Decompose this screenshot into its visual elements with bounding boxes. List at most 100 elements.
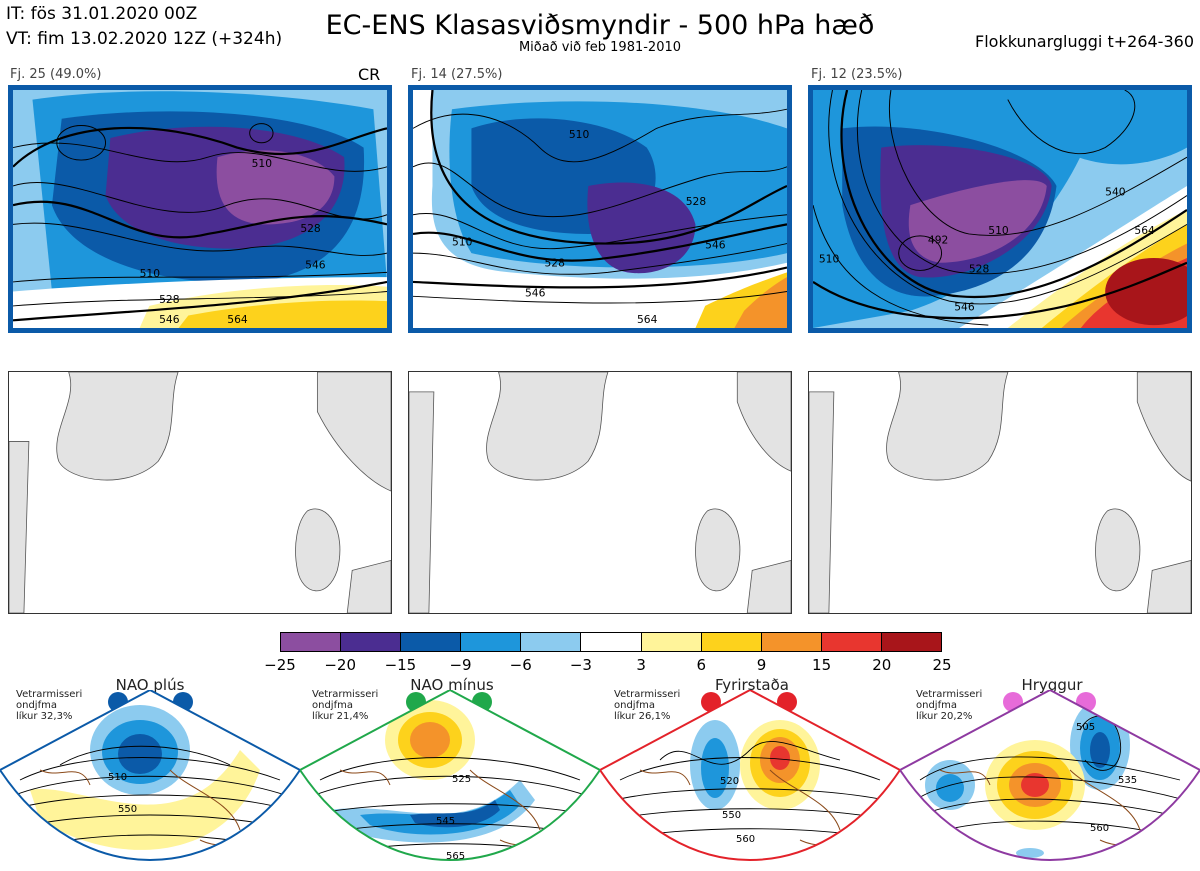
regime-2-map: 525 545 565 bbox=[300, 690, 600, 862]
contour-label: 560 bbox=[1090, 823, 1109, 834]
contour-label: 546 bbox=[705, 238, 726, 251]
contour-label: 528 bbox=[544, 257, 565, 270]
anomaly-region bbox=[587, 182, 696, 274]
anomaly-region bbox=[770, 746, 790, 770]
height-contour bbox=[13, 200, 387, 239]
colorbar-swatch bbox=[461, 633, 522, 651]
europe-land bbox=[746, 560, 791, 613]
lower-map-3 bbox=[808, 371, 1192, 614]
anomaly-region bbox=[1105, 257, 1187, 326]
height-contour bbox=[614, 788, 886, 801]
anomaly-region bbox=[1090, 732, 1110, 768]
page-title: EC-ENS Klasasviðsmyndir - 500 hPa hæð bbox=[325, 10, 875, 41]
colorbar-tick: −25 bbox=[264, 656, 296, 674]
regime-note-line: Vetrarmisseri bbox=[16, 689, 83, 700]
greenland-land bbox=[56, 372, 179, 481]
contour-label: 564 bbox=[637, 313, 658, 326]
contour-label: 510 bbox=[108, 772, 127, 783]
contour-label: 528 bbox=[969, 262, 990, 275]
height-contour bbox=[9, 794, 291, 811]
contour-label: 545 bbox=[436, 816, 455, 827]
land-outline bbox=[9, 372, 391, 613]
anomaly-region bbox=[178, 300, 387, 328]
colorbar-tick: −9 bbox=[449, 656, 472, 674]
regime-note-line: líkur 26,1% bbox=[614, 711, 671, 722]
colorbar-swatch bbox=[521, 633, 582, 651]
height-contour bbox=[13, 280, 387, 322]
regime-note-line: Vetrarmisseri bbox=[614, 689, 681, 700]
regime-3-map: 520 550 560 bbox=[600, 690, 900, 861]
height-contour bbox=[828, 90, 1187, 305]
regime-title: NAO plús bbox=[115, 676, 185, 694]
height-contour bbox=[14, 775, 286, 796]
colorbar-tick: 9 bbox=[756, 656, 767, 674]
regime-note-line: ondjfma bbox=[312, 700, 353, 711]
height-contour bbox=[1079, 715, 1122, 771]
colorbar-swatch bbox=[581, 633, 642, 651]
colorbar-tick: 25 bbox=[932, 656, 952, 674]
height-contour bbox=[889, 90, 1187, 236]
height-contour bbox=[19, 757, 281, 781]
colorbar-tick: 6 bbox=[696, 656, 707, 674]
anomaly-region bbox=[734, 277, 787, 328]
contour-label: 492 bbox=[928, 234, 948, 247]
height-contour bbox=[413, 266, 787, 289]
height-contour bbox=[430, 90, 787, 245]
contour-label: 546 bbox=[954, 301, 975, 314]
contour-label: 510 bbox=[819, 253, 840, 266]
cluster-3-map: 510 492 510 528 546 540 564 bbox=[808, 85, 1192, 333]
europe-land bbox=[1146, 560, 1191, 613]
scandinavia-land bbox=[736, 372, 791, 472]
lower-map-1 bbox=[8, 371, 392, 614]
regime-title: NAO mínus bbox=[410, 676, 494, 694]
cluster-2-anomaly-plot: 510 510 528 528 546 546 564 bbox=[413, 90, 787, 328]
contour-label: 510 bbox=[988, 224, 1009, 237]
cluster-3-anomaly-plot: 510 492 510 528 546 540 564 bbox=[813, 90, 1187, 328]
colorbar-swatch bbox=[761, 633, 822, 651]
height-contour bbox=[919, 756, 1181, 781]
cluster-1-anomaly-plot: 510 510 528 528 546 546 564 bbox=[13, 90, 387, 328]
cluster-2-label: Fj. 14 (27.5%) bbox=[411, 67, 503, 82]
height-contour bbox=[840, 90, 1187, 299]
colorbar-tick: −20 bbox=[324, 656, 357, 674]
anomaly-region bbox=[1037, 90, 1187, 165]
anomaly-region bbox=[410, 722, 450, 758]
anomaly-region bbox=[118, 734, 162, 774]
height-contour bbox=[13, 126, 387, 168]
contour-label: 505 bbox=[1076, 722, 1095, 733]
contour-label: 510 bbox=[252, 157, 273, 170]
anomaly-region bbox=[936, 774, 964, 802]
colorbar bbox=[280, 632, 942, 652]
contour-label: 525 bbox=[452, 774, 471, 785]
classification-window: Flokkunargluggi t+264-360 bbox=[975, 32, 1194, 51]
contour-label: 564 bbox=[1134, 224, 1155, 237]
cluster-1-tag: CR bbox=[358, 65, 381, 84]
height-contour bbox=[314, 775, 586, 796]
contour-label: 528 bbox=[686, 195, 707, 208]
height-contour bbox=[413, 162, 787, 218]
canada-land bbox=[9, 441, 30, 613]
height-contour bbox=[813, 261, 1187, 320]
colorbar-swatch bbox=[881, 633, 942, 651]
page-subtitle: Miðað við feb 1981-2010 bbox=[518, 40, 682, 55]
colorbar-swatch bbox=[701, 633, 762, 651]
colorbar-tick: −6 bbox=[509, 656, 532, 674]
contour-label: 528 bbox=[300, 222, 321, 235]
anomaly-region bbox=[1016, 848, 1044, 858]
colorbar-tick: 3 bbox=[636, 656, 646, 674]
height-contour bbox=[13, 181, 387, 220]
colorbar-tick: −15 bbox=[384, 656, 417, 674]
british-isles-land bbox=[1095, 508, 1141, 592]
contour-label: 510 bbox=[452, 236, 473, 249]
height-contour bbox=[13, 142, 387, 172]
regime-4-map: 505 535 560 bbox=[900, 690, 1200, 861]
regime-1-map: 510 550 bbox=[0, 690, 300, 861]
height-contour bbox=[413, 108, 787, 163]
contour-label: 546 bbox=[159, 313, 180, 326]
regime-frame bbox=[900, 690, 1200, 861]
land-outline bbox=[409, 372, 791, 613]
scandinavia-land bbox=[316, 372, 391, 492]
colorbar-swatch bbox=[401, 633, 462, 651]
regime-note: Vetrarmisseri ondjfma líkur 20,2% bbox=[916, 689, 982, 722]
scandinavia-land bbox=[1136, 372, 1191, 482]
